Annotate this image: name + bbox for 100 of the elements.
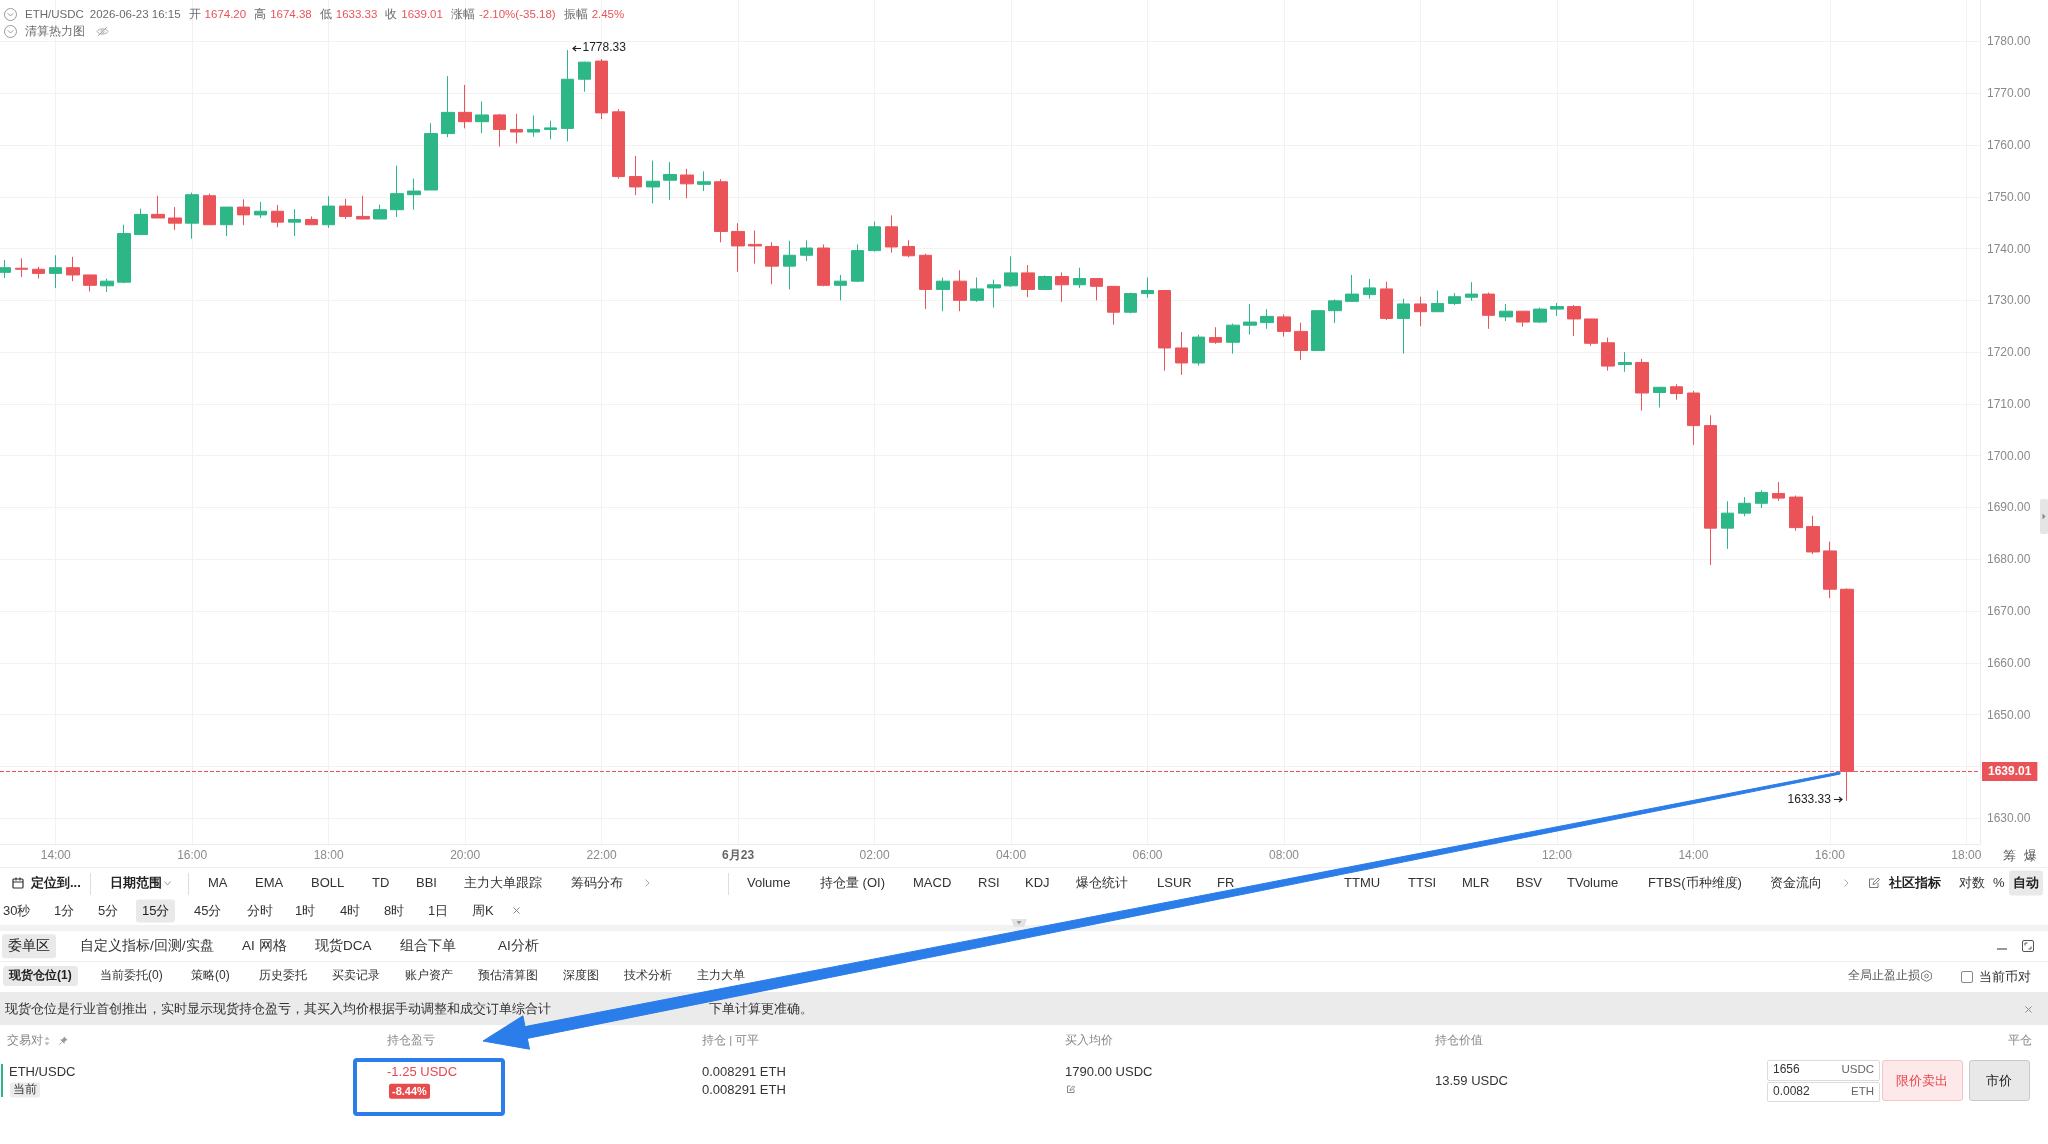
candlestick bbox=[902, 239, 915, 258]
text: 技术分析 bbox=[624, 968, 672, 983]
text: BOLL bbox=[311, 874, 345, 891]
text: 持仓盈亏 bbox=[387, 1034, 435, 1048]
text: 周K bbox=[472, 902, 494, 919]
text: AI 网格 bbox=[242, 938, 287, 954]
candlestick bbox=[1516, 310, 1530, 328]
candlestick bbox=[1721, 500, 1734, 550]
annotation: 开 bbox=[188, 7, 201, 22]
candlestick bbox=[458, 84, 472, 129]
candlestick bbox=[66, 256, 80, 282]
candlestick bbox=[731, 222, 745, 273]
candlestick bbox=[595, 58, 608, 120]
text: 1分 bbox=[54, 902, 75, 919]
candlestick bbox=[1601, 337, 1615, 372]
candlestick bbox=[220, 206, 233, 237]
candlestick bbox=[1055, 271, 1069, 303]
text: TD bbox=[372, 874, 390, 891]
text: 4时 bbox=[340, 902, 361, 919]
annotation: 1633.33 bbox=[335, 7, 378, 22]
text: 2026-06-23 16:15 bbox=[89, 7, 181, 22]
annotation: 清算热力图 bbox=[25, 24, 85, 39]
candlestick bbox=[493, 113, 506, 148]
text: MLR bbox=[1462, 874, 1490, 891]
annotation: 低 bbox=[319, 7, 332, 22]
candlestick bbox=[288, 208, 301, 237]
text: 1790.00 USDC bbox=[1065, 1063, 1153, 1080]
annotation: 1633.33 bbox=[1787, 791, 1831, 807]
ref-line-label: 1639.01 bbox=[1988, 764, 2032, 779]
candlestick bbox=[1482, 292, 1495, 330]
text: BSV bbox=[1516, 874, 1543, 891]
text: EMA bbox=[255, 874, 284, 891]
text: ETH/USDC bbox=[9, 1063, 76, 1080]
annotation: 1778.33 bbox=[582, 40, 626, 55]
annotation: 2.45% bbox=[591, 7, 625, 22]
candlestick bbox=[714, 178, 728, 243]
candlestick bbox=[663, 161, 677, 201]
candlestick bbox=[168, 206, 182, 231]
candlestick bbox=[1499, 303, 1513, 322]
annotation: 1674.20 bbox=[204, 7, 247, 22]
candlestick bbox=[1635, 358, 1649, 412]
text: 主力大单 bbox=[697, 968, 745, 983]
text: 现货仓位是行业首创推出，实时显示现货持仓盈亏，其买入均价根据手动调整和成交订单综合计 bbox=[5, 1001, 551, 1017]
text: -8.44% bbox=[389, 1083, 430, 1099]
candlestick bbox=[1431, 289, 1444, 313]
text: RSI bbox=[978, 874, 1000, 891]
candlestick bbox=[1567, 304, 1581, 337]
text: 当前币对 bbox=[1979, 968, 2031, 985]
annotation: 1674.38 bbox=[270, 7, 312, 22]
y-tick-label: 1740.00 bbox=[1987, 241, 2031, 256]
candlestick bbox=[1192, 333, 1205, 367]
text: AI分析 bbox=[498, 938, 539, 954]
text: 预估清算图 bbox=[478, 968, 538, 983]
candlestick bbox=[1806, 515, 1820, 555]
candlestick bbox=[441, 75, 455, 138]
text: TTSI bbox=[1408, 874, 1437, 891]
annotation: -2.10%(-35.18) bbox=[478, 7, 556, 22]
text: 现货仓位(1) bbox=[3, 966, 78, 986]
x-tick-label: 02:00 bbox=[859, 848, 890, 862]
text: MA bbox=[208, 874, 228, 891]
text: TTMU bbox=[1344, 874, 1381, 891]
annotation: 振幅 bbox=[563, 7, 588, 22]
candlestick bbox=[0, 259, 11, 279]
y-tick-label: 1700.00 bbox=[1987, 448, 2031, 463]
text: 社区指标 bbox=[1889, 874, 1941, 891]
text: 资金流向 bbox=[1770, 874, 1822, 891]
candlestick bbox=[1755, 489, 1768, 509]
text: 买卖记录 bbox=[332, 968, 380, 983]
annotation: 涨幅 bbox=[450, 7, 475, 22]
text: 0.008291 ETH bbox=[702, 1063, 786, 1080]
text: % bbox=[1993, 874, 2005, 891]
y-tick-label: 1760.00 bbox=[1987, 137, 2031, 152]
candlestick bbox=[1345, 274, 1359, 302]
candlestick bbox=[919, 253, 932, 310]
candlestick bbox=[390, 165, 404, 218]
candlestick bbox=[1209, 326, 1222, 345]
candlestick bbox=[151, 195, 165, 219]
candlestick bbox=[83, 274, 97, 293]
candlestick bbox=[1704, 414, 1717, 566]
candlestick bbox=[1465, 281, 1478, 302]
text: 下单计算更准确。 bbox=[709, 1001, 813, 1017]
text: 当前 bbox=[10, 1082, 40, 1098]
candlestick bbox=[424, 122, 438, 191]
text: 市价 bbox=[1986, 1072, 2012, 1089]
text: 0.0082 bbox=[1773, 1084, 1810, 1099]
candlestick bbox=[1158, 289, 1171, 372]
text: 全局止盈止损 bbox=[1848, 968, 1920, 983]
text: TVolume bbox=[1567, 874, 1619, 891]
text: USDC bbox=[1841, 1063, 1874, 1077]
text: 5分 bbox=[98, 902, 119, 919]
candlestick bbox=[544, 120, 557, 140]
text: 爆 bbox=[2024, 847, 2037, 864]
y-tick-label: 1680.00 bbox=[1987, 552, 2031, 567]
candlestick bbox=[1021, 264, 1035, 298]
candlestick bbox=[356, 195, 370, 220]
candlestick bbox=[953, 269, 967, 312]
y-tick-label: 1730.00 bbox=[1987, 293, 2031, 308]
candlestick bbox=[1294, 322, 1308, 361]
x-tick-label: 16:00 bbox=[1814, 848, 1846, 862]
candlestick bbox=[1687, 390, 1700, 446]
